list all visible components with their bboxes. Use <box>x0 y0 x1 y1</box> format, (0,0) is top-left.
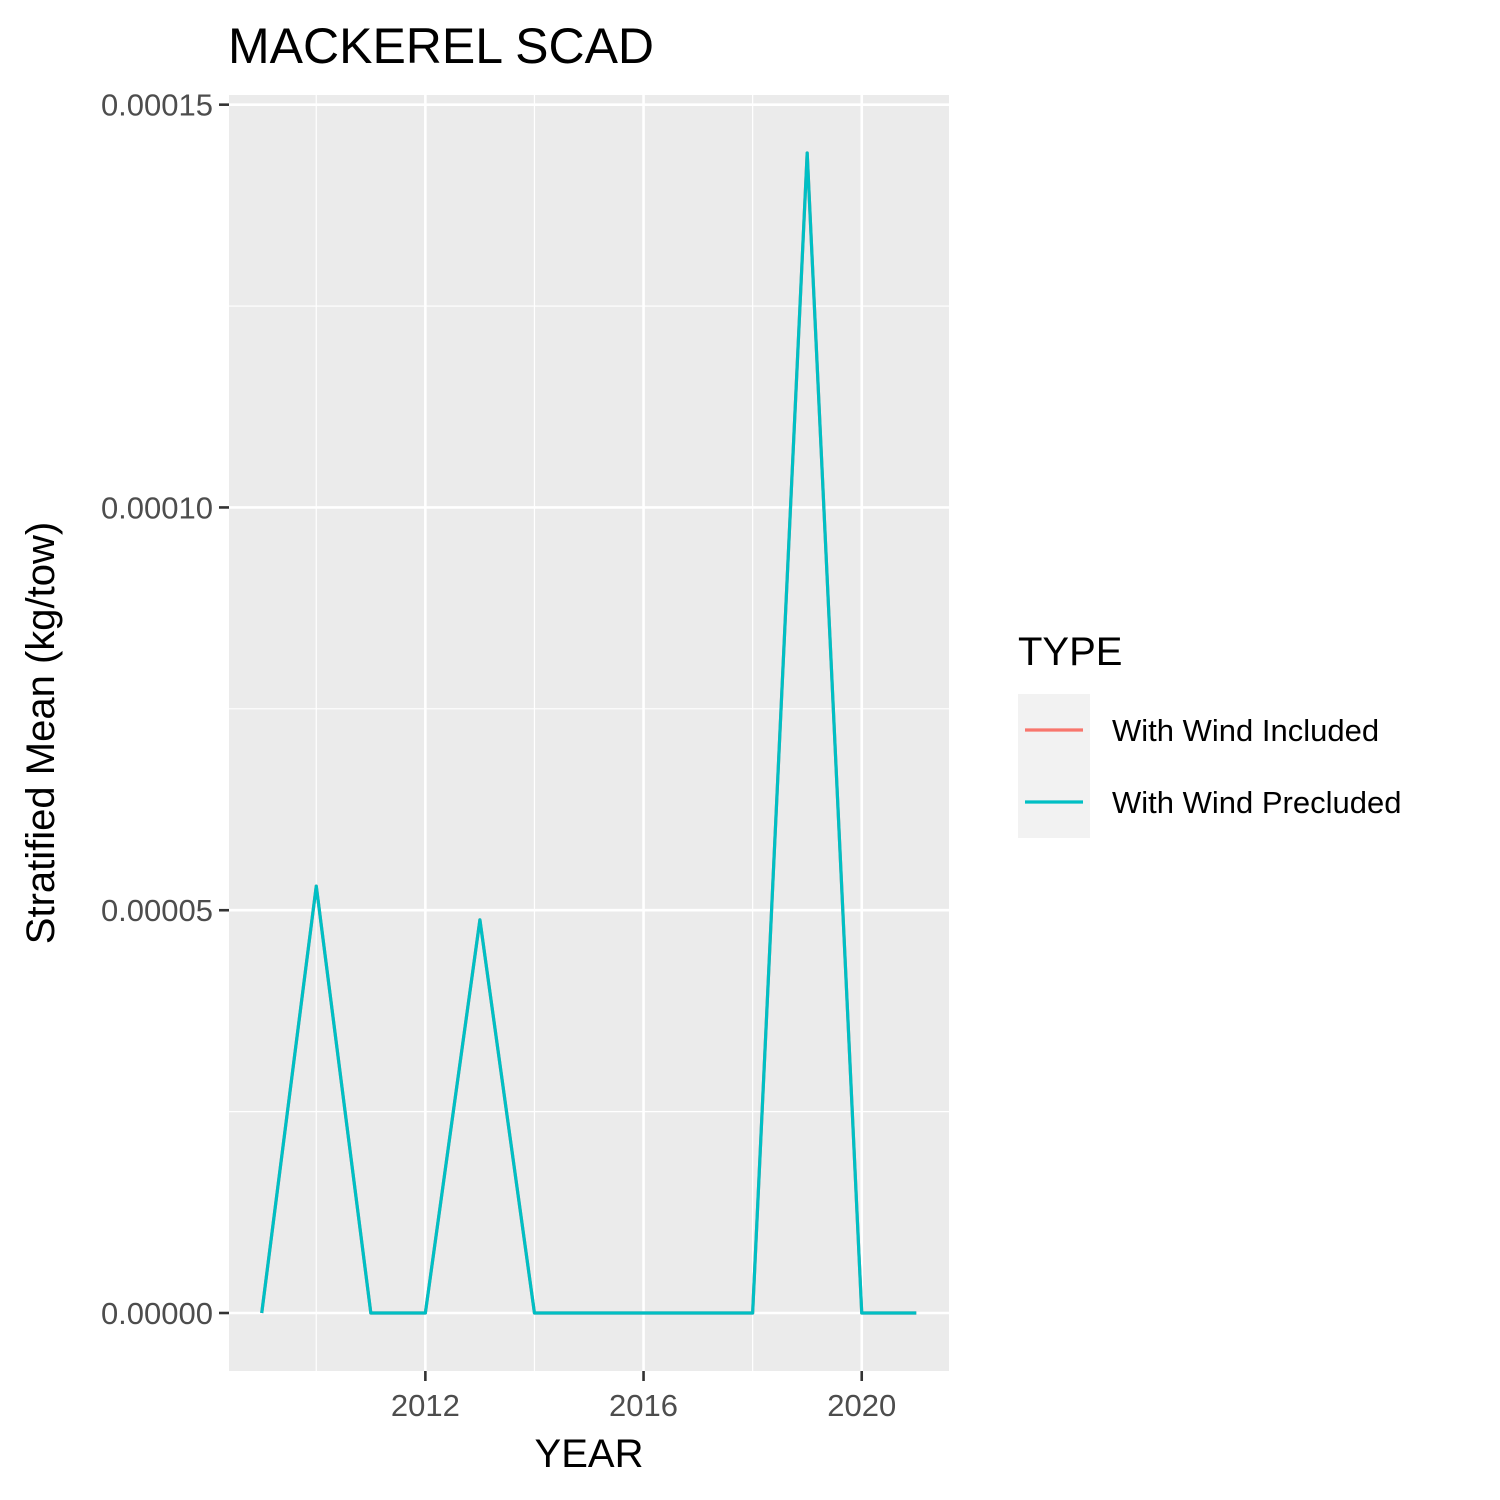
plot-panel <box>229 95 949 1371</box>
axes: 0.00000 0.00005 0.00010 0.00015 2012 2016 2020 <box>101 88 896 1423</box>
series-lines <box>260 151 917 1315</box>
y-tick-label: 0.00010 <box>101 490 213 525</box>
y-tick-label: 0.00000 <box>101 1296 213 1331</box>
grid-lines <box>229 95 949 1371</box>
x-axis-title: YEAR <box>535 1432 644 1476</box>
y-tick-label: 0.00005 <box>101 893 213 928</box>
legend-title: TYPE <box>1018 630 1122 674</box>
legend: TYPE With Wind Included With Wind Preclud… <box>1018 630 1401 838</box>
legend-key-background <box>1018 694 1090 838</box>
x-tick-label: 2012 <box>391 1388 460 1423</box>
x-tick-label: 2020 <box>827 1388 896 1423</box>
legend-label: With Wind Included <box>1112 713 1379 748</box>
x-tick-label: 2016 <box>609 1388 678 1423</box>
legend-label: With Wind Precluded <box>1112 785 1401 820</box>
y-tick-label: 0.00015 <box>101 88 213 123</box>
chart-title: MACKEREL SCAD <box>228 18 654 74</box>
series-line-2 <box>260 151 917 1315</box>
y-axis-title: Stratified Mean (kg/tow) <box>19 522 63 944</box>
